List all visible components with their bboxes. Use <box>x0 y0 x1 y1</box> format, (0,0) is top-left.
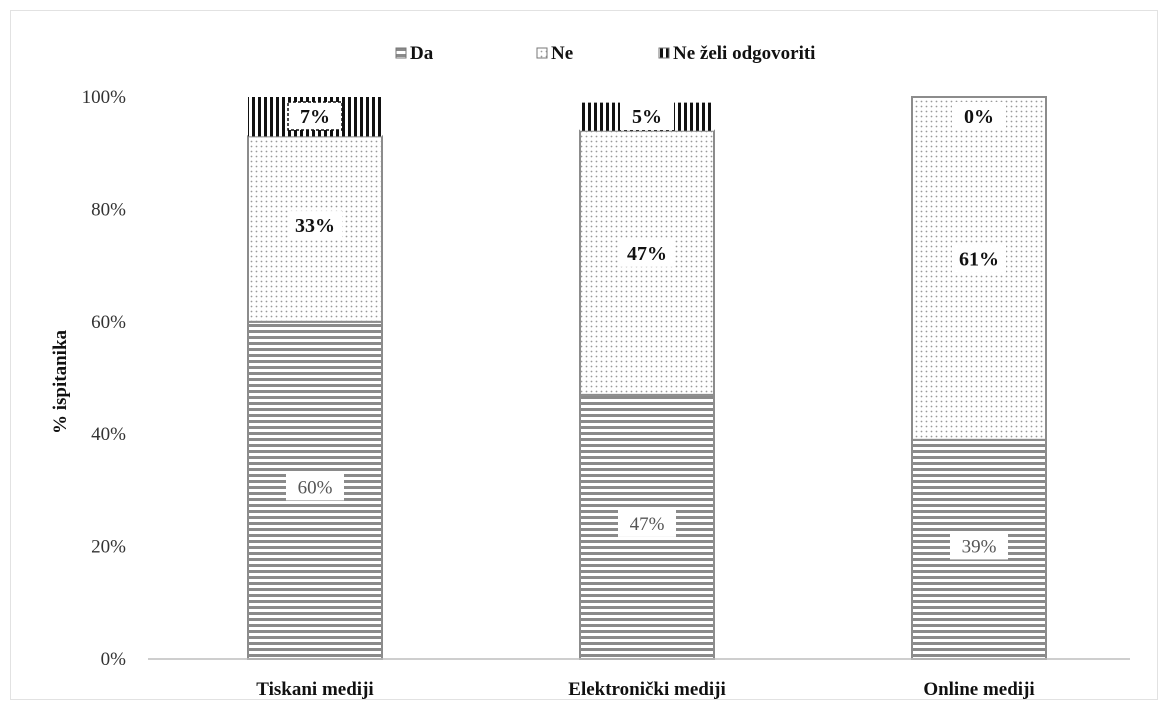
data-label: 39% <box>962 536 997 557</box>
data-label-bg <box>288 211 342 240</box>
y-tick-label: 0% <box>101 649 127 670</box>
legend-label: Da <box>410 43 434 64</box>
y-axis-label: % ispitanika <box>50 329 71 434</box>
data-label: 47% <box>627 243 667 265</box>
data-label-bg <box>287 101 343 131</box>
data-label: 0% <box>964 106 994 128</box>
data-label-bg <box>618 508 676 537</box>
x-axis: Tiskani mediji Elektronički mediji Online … <box>148 658 1130 700</box>
x-category-label: Elektronički mediji <box>568 679 725 700</box>
data-label-bg <box>952 102 1006 130</box>
y-tick-label: 80% <box>91 199 126 220</box>
data-label: 5% <box>632 106 662 128</box>
chart-frame <box>10 10 1158 700</box>
legend-swatch <box>658 47 670 59</box>
bars: 60% 33% 7% 47% 47% 5% 39% 61% 0% <box>247 96 1047 660</box>
legend-label: Ne <box>551 43 573 64</box>
legend-label: Ne želi odgovoriti <box>673 43 815 64</box>
legend-swatch <box>395 47 407 59</box>
x-category-label: Tiskani mediji <box>256 679 373 700</box>
legend-swatch <box>536 47 548 59</box>
legend: Da Ne Ne želi odgovoriti <box>395 43 815 64</box>
data-label: 60% <box>298 477 333 498</box>
y-axis: 0% 20% 40% 60% 80% 100% <box>82 87 127 670</box>
data-label: 61% <box>959 248 999 270</box>
data-label-bg <box>286 472 344 501</box>
y-tick-label: 20% <box>91 537 126 558</box>
data-label: 33% <box>295 215 335 237</box>
data-label: 7% <box>300 106 330 128</box>
data-label-bg <box>950 531 1008 560</box>
data-label-bg <box>952 244 1006 273</box>
y-tick-label: 60% <box>91 312 126 333</box>
x-category-label: Online mediji <box>923 679 1034 700</box>
y-tick-label: 100% <box>82 87 127 108</box>
data-label-bg <box>620 238 674 267</box>
data-label-bg <box>620 102 674 130</box>
y-tick-label: 40% <box>91 424 126 445</box>
data-label: 47% <box>630 514 665 535</box>
